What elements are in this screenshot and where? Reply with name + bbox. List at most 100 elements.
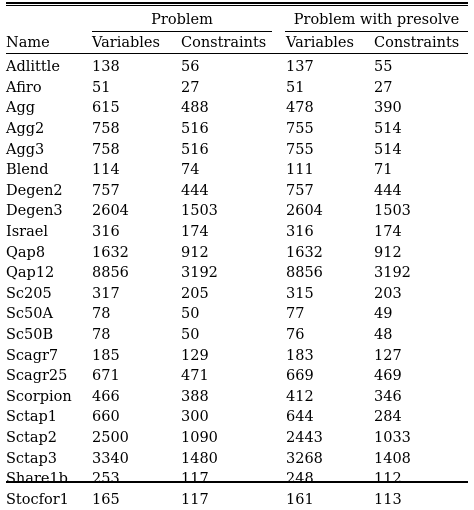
cell-constraints: 205 <box>181 285 209 302</box>
cell-variables: 316 <box>92 224 120 241</box>
cell-presolve-constraints: 71 <box>374 162 393 179</box>
cell-constraints: 74 <box>181 162 200 179</box>
cell-presolve-constraints: 27 <box>374 79 393 96</box>
cell-presolve-variables: 3268 <box>286 450 323 467</box>
cell-name: Agg2 <box>6 121 45 138</box>
table-row: Scorpion 466 388 412 346 <box>6 387 468 408</box>
cell-presolve-constraints: 112 <box>374 471 402 488</box>
cell-variables: 78 <box>92 327 111 344</box>
cell-presolve-constraints: 284 <box>374 409 402 426</box>
cell-presolve-constraints: 113 <box>374 491 402 508</box>
group-header-presolve: Problem with presolve <box>293 12 460 28</box>
cell-constraints: 388 <box>181 388 209 405</box>
problem-size-table: Name Variables Constraints Variables Con… <box>6 32 468 510</box>
table-row: Sc50A 78 50 77 49 <box>6 304 468 325</box>
cell-name: Agg3 <box>6 141 45 158</box>
cell-constraints: 471 <box>181 368 209 385</box>
cell-presolve-constraints: 1503 <box>374 203 411 220</box>
cell-constraints: 1503 <box>181 203 218 220</box>
cell-name: Scagr25 <box>6 368 68 385</box>
cell-presolve-variables: 51 <box>286 79 305 96</box>
table-row: Agg3 758 516 755 514 <box>6 139 468 160</box>
group-header-problem: Problem <box>151 12 213 28</box>
cell-variables: 317 <box>92 285 120 302</box>
table-row: Israel 316 174 316 174 <box>6 222 468 243</box>
cell-constraints: 27 <box>181 79 200 96</box>
table-row: Stocfor1 165 117 161 113 <box>6 489 468 510</box>
table-row: Sctap2 2500 1090 2443 1033 <box>6 428 468 449</box>
group-underline-problem <box>92 31 272 32</box>
cell-variables: 8856 <box>92 265 129 282</box>
cell-constraints: 50 <box>181 327 200 344</box>
cell-variables: 758 <box>92 141 120 158</box>
cell-constraints: 56 <box>181 59 200 76</box>
table-row: Sctap3 3340 1480 3268 1408 <box>6 448 468 469</box>
cell-name: Degen2 <box>6 182 63 199</box>
table-row: Qap8 1632 912 1632 912 <box>6 242 468 263</box>
top-rule <box>6 2 468 4</box>
table-row: Degen3 2604 1503 2604 1503 <box>6 201 468 222</box>
cell-presolve-constraints: 469 <box>374 368 402 385</box>
cell-name: Scagr7 <box>6 347 59 364</box>
cell-presolve-variables: 1632 <box>286 244 323 261</box>
col-header-presolve-constraints: Constraints <box>374 34 460 51</box>
bottom-rule <box>6 481 468 483</box>
cell-presolve-variables: 2443 <box>286 429 323 446</box>
cell-presolve-constraints: 1408 <box>374 450 411 467</box>
table-row: Agg 615 488 478 390 <box>6 98 468 119</box>
cell-variables: 3340 <box>92 450 129 467</box>
table-row: Blend 114 74 111 71 <box>6 160 468 181</box>
cell-presolve-constraints: 127 <box>374 347 402 364</box>
cell-constraints: 300 <box>181 409 209 426</box>
cell-name: Scorpion <box>6 388 72 405</box>
cell-presolve-constraints: 912 <box>374 244 402 261</box>
cell-presolve-variables: 644 <box>286 409 314 426</box>
cell-constraints: 129 <box>181 347 209 364</box>
cell-presolve-variables: 755 <box>286 141 314 158</box>
cell-variables: 758 <box>92 121 120 138</box>
cell-variables: 114 <box>92 162 120 179</box>
cell-constraints: 1480 <box>181 450 218 467</box>
table-row: Sc205 317 205 315 203 <box>6 284 468 305</box>
table-row: Sc50B 78 50 76 48 <box>6 325 468 346</box>
cell-name: Qap8 <box>6 244 46 261</box>
cell-name: Sctap1 <box>6 409 58 426</box>
table-row: Scagr7 185 129 183 127 <box>6 345 468 366</box>
cell-presolve-variables: 2604 <box>286 203 323 220</box>
cell-presolve-constraints: 390 <box>374 100 402 117</box>
cell-name: Sc50A <box>6 306 53 323</box>
table-row: Agg2 758 516 755 514 <box>6 119 468 140</box>
cell-constraints: 3192 <box>181 265 218 282</box>
cell-constraints: 174 <box>181 224 209 241</box>
cell-presolve-variables: 757 <box>286 182 314 199</box>
cell-variables: 138 <box>92 59 120 76</box>
cell-presolve-variables: 755 <box>286 121 314 138</box>
cell-variables: 660 <box>92 409 120 426</box>
cell-name: Sc50B <box>6 327 54 344</box>
column-header-row: Name Variables Constraints Variables Con… <box>6 32 468 53</box>
cell-constraints: 488 <box>181 100 209 117</box>
table-row: Afiro 51 27 51 27 <box>6 78 468 99</box>
cell-constraints: 516 <box>181 141 209 158</box>
cell-presolve-constraints: 1033 <box>374 429 411 446</box>
cell-variables: 1632 <box>92 244 129 261</box>
cell-presolve-variables: 248 <box>286 471 314 488</box>
cell-presolve-constraints: 203 <box>374 285 402 302</box>
cell-presolve-variables: 316 <box>286 224 314 241</box>
cell-presolve-constraints: 346 <box>374 388 402 405</box>
cell-presolve-constraints: 3192 <box>374 265 411 282</box>
cell-presolve-variables: 137 <box>286 59 314 76</box>
cell-presolve-variables: 669 <box>286 368 314 385</box>
cell-variables: 165 <box>92 491 120 508</box>
cell-name: Sc205 <box>6 285 52 302</box>
cell-presolve-constraints: 444 <box>374 182 402 199</box>
table-row: Share1b 253 117 248 112 <box>6 469 468 490</box>
cell-variables: 466 <box>92 388 120 405</box>
cell-presolve-variables: 111 <box>286 162 314 179</box>
table-row: Adlittle 138 56 137 55 <box>6 53 468 78</box>
header-rule <box>6 53 468 54</box>
cell-variables: 615 <box>92 100 120 117</box>
table-body: Adlittle 138 56 137 55 Afiro 51 27 51 27 Agg 615 488… <box>6 53 468 510</box>
cell-name: Stocfor1 <box>6 491 69 508</box>
cell-presolve-constraints: 174 <box>374 224 402 241</box>
